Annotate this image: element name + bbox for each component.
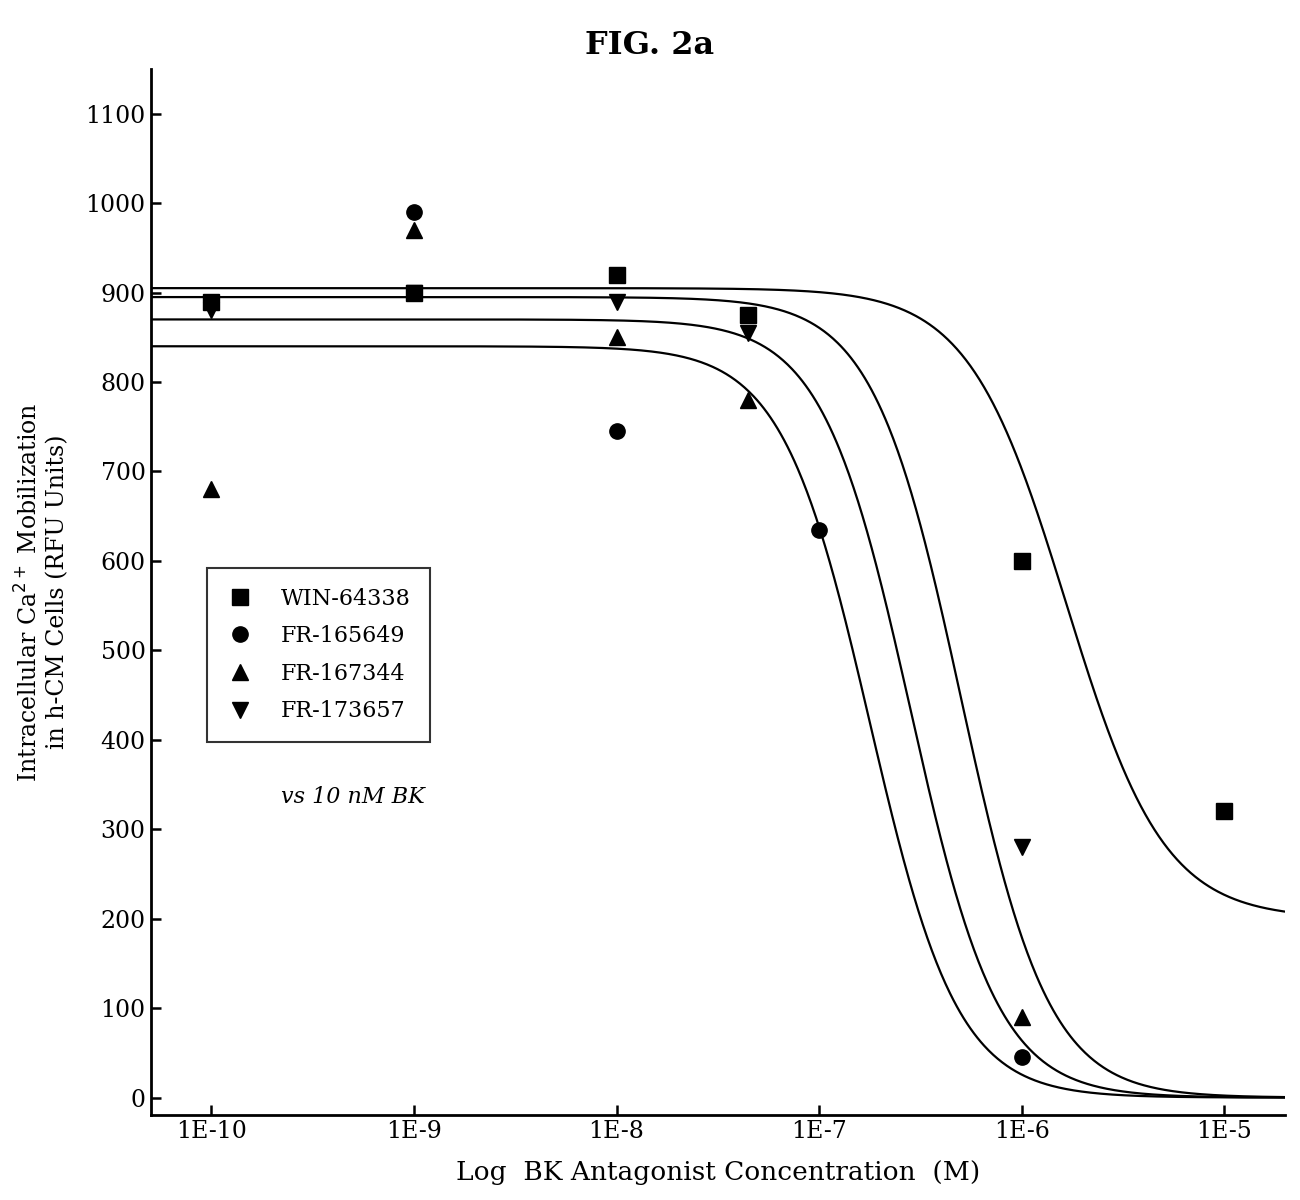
Y-axis label: Intracellular Ca$^{2+}$ Mobilization
in h-CM Cells (RFU Units): Intracellular Ca$^{2+}$ Mobilization in … <box>16 402 69 782</box>
X-axis label: Log  BK Antagonist Concentration  (M): Log BK Antagonist Concentration (M) <box>456 1160 980 1184</box>
Text: vs 10 nM BK: vs 10 nM BK <box>281 786 425 808</box>
Text: FIG. 2a: FIG. 2a <box>585 30 715 61</box>
Legend: WIN-64338, FR-165649, FR-167344, FR-173657: WIN-64338, FR-165649, FR-167344, FR-1736… <box>207 568 430 743</box>
